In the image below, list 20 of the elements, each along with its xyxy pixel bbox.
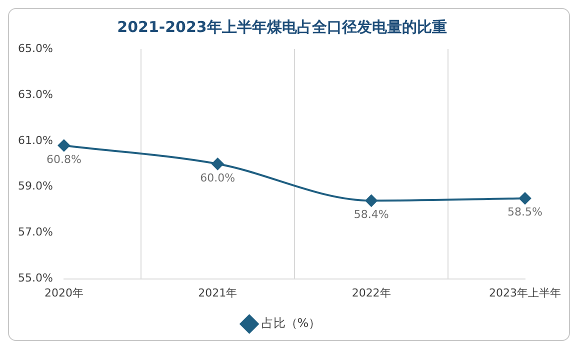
data-label: 58.5% [508,206,542,219]
legend-label: 占比（%） [261,316,321,330]
data-label: 58.4% [354,208,389,222]
point [212,158,224,170]
y-tick-label: 55.0% [18,272,53,285]
y-tick-label: 61.0% [18,134,53,147]
x-tick-label: 2022年 [352,286,391,300]
y-tick-label: 65.0% [18,42,53,55]
point [365,194,378,207]
x-tick-label: 2023年上半年 [489,286,562,300]
chart-title: 2021-2023年上半年煤电占全口径发电量的比重 [117,18,447,36]
data-label: 60.8% [46,152,82,166]
y-tick-label: 57.0% [18,226,53,239]
data-label: 60.0% [200,171,236,184]
y-tick-label: 63.0% [18,88,53,101]
point [58,140,70,152]
y-tick-label: 59.0% [18,180,53,193]
x-tick-label: 2020年 [44,286,84,300]
x-tick-label: 2021年 [198,286,238,300]
point [519,192,532,204]
